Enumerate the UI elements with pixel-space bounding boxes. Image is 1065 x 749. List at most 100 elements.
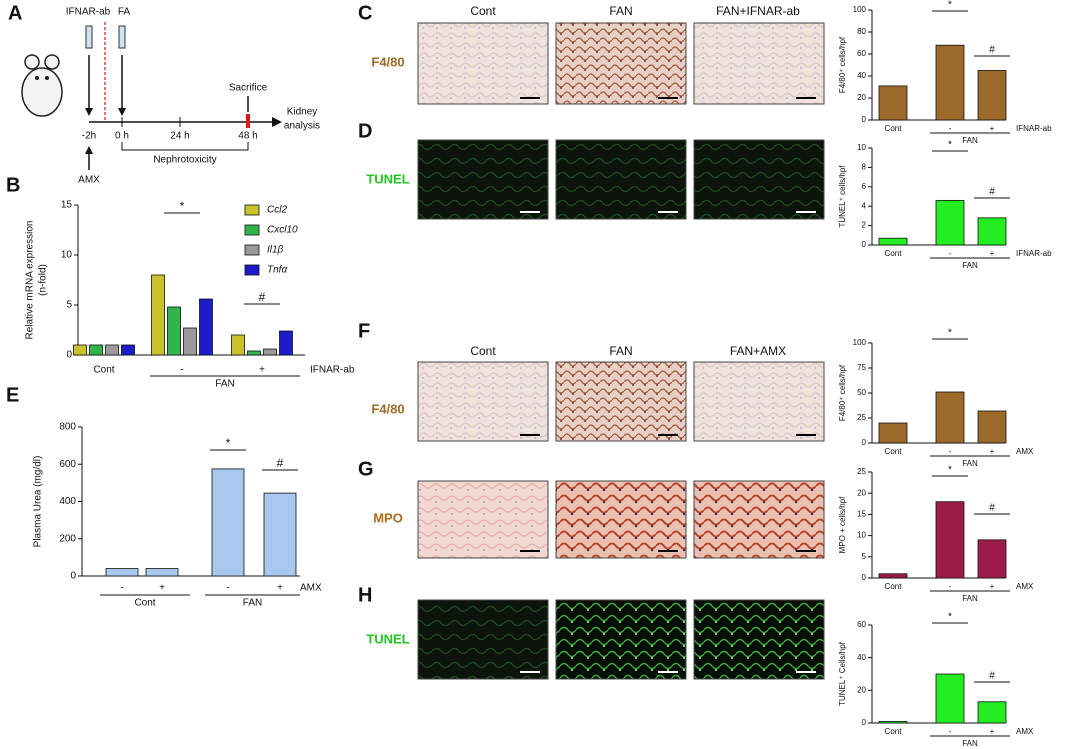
bracket xyxy=(121,142,249,151)
x-tick-label: Cont xyxy=(93,365,114,376)
y-tick-label: 200 xyxy=(59,533,76,544)
y-tick-label: 5 xyxy=(66,300,72,311)
y-axis-label: F4/80⁺ cells/hpf xyxy=(838,36,847,93)
stain-label: MPO xyxy=(373,510,403,525)
bar xyxy=(211,468,245,577)
panel-label: C xyxy=(358,2,372,24)
bar xyxy=(89,344,103,356)
arrow-head xyxy=(85,108,93,116)
timeline-diagram: IFNAR-ab FA Sacrifice Kidney analysis -2… xyxy=(21,7,320,186)
sacrifice-marker xyxy=(246,114,250,128)
x-tick-label: + xyxy=(990,582,995,591)
y-tick-label: 25 xyxy=(857,413,866,422)
diagram-label: AMX xyxy=(78,175,100,186)
y-axis-label: Relative mRNA expression xyxy=(25,221,36,340)
y-tick-label: 6 xyxy=(862,182,867,191)
x-tick-label: - xyxy=(949,249,952,258)
micrograph xyxy=(693,139,825,220)
diagram-label: IFNAR-ab xyxy=(66,7,111,18)
x-tick-label: - xyxy=(120,583,123,594)
group-label: FAN xyxy=(962,459,978,468)
group-label: FAN xyxy=(215,379,234,390)
y-tick-label: 100 xyxy=(853,5,867,14)
bar xyxy=(935,391,965,444)
group-label: Cont xyxy=(134,598,155,609)
bar xyxy=(151,274,165,356)
micrograph-grid: Cont FAN FAN+AMX F4/80 MPO TUNEL xyxy=(366,344,825,680)
diagram-label: Sacrifice xyxy=(229,83,268,94)
panel-label: G xyxy=(358,458,374,480)
micrograph xyxy=(417,361,549,442)
annotation: * xyxy=(948,140,952,151)
diagram-label: Nephrotoxicity xyxy=(153,155,216,166)
bar xyxy=(977,539,1007,579)
panel-label: F xyxy=(358,320,370,342)
x-tick-label: Cont xyxy=(885,447,903,456)
y-tick-label: 15 xyxy=(61,200,73,211)
group-label: FAN xyxy=(962,739,978,748)
bar xyxy=(977,701,1007,724)
bar xyxy=(263,348,277,356)
mouse-ear xyxy=(24,54,40,70)
row-label: AMX xyxy=(300,583,322,594)
diagram-label: analysis xyxy=(284,121,320,132)
group-label: FAN xyxy=(962,261,978,270)
bar xyxy=(145,568,179,577)
bar xyxy=(105,344,119,356)
bar xyxy=(121,344,135,356)
column-header: FAN xyxy=(609,344,632,358)
bar xyxy=(977,217,1007,246)
x-tick-label: + xyxy=(990,249,995,258)
syringe xyxy=(118,25,126,49)
x-tick-label: Cont xyxy=(885,249,903,258)
row-label: AMX xyxy=(1016,447,1034,456)
legend-label: Cxcl10 xyxy=(267,225,298,236)
y-tick-label: 80 xyxy=(857,27,866,36)
x-tick-label: + xyxy=(990,447,995,456)
y-tick-label: 60 xyxy=(857,620,866,629)
bar xyxy=(878,422,908,444)
micrograph xyxy=(555,139,687,220)
x-tick-label: + xyxy=(277,583,283,594)
y-tick-label: 0 xyxy=(70,571,76,582)
micrograph xyxy=(555,599,687,680)
y-tick-label: 75 xyxy=(857,363,866,372)
x-tick-label: + xyxy=(159,583,165,594)
y-tick-label: 50 xyxy=(857,388,866,397)
column-header: FAN xyxy=(609,4,632,18)
group-label: FAN xyxy=(962,136,978,145)
x-tick-label: - xyxy=(226,583,229,594)
column-header: FAN+AMX xyxy=(730,344,786,358)
y-tick-label: 10 xyxy=(857,531,866,540)
y-axis-label: F4/80⁺ cells/hpf xyxy=(838,364,847,421)
legend-swatch xyxy=(244,244,260,256)
micrograph xyxy=(693,480,825,559)
row-label: AMX xyxy=(1016,727,1034,736)
y-tick-label: 20 xyxy=(857,685,866,694)
y-tick-label: 0 xyxy=(862,573,867,582)
annotation: # xyxy=(989,503,995,514)
time-label: -2h xyxy=(82,131,96,142)
y-tick-label: 0 xyxy=(862,718,867,727)
legend-label: Tnfα xyxy=(267,265,287,276)
y-tick-label: 40 xyxy=(857,653,866,662)
micrograph xyxy=(417,22,549,105)
y-tick-label: 10 xyxy=(857,143,866,152)
group-label: FAN xyxy=(962,594,978,603)
y-tick-label: 8 xyxy=(862,163,867,172)
bar xyxy=(167,306,181,356)
scale-bar xyxy=(520,434,816,552)
stain-label: TUNEL xyxy=(366,171,409,186)
legend-swatch xyxy=(244,224,260,236)
bar xyxy=(199,298,213,356)
diagram-label: Kidney xyxy=(287,107,318,118)
legend-swatch xyxy=(244,204,260,216)
y-tick-label: 60 xyxy=(857,49,866,58)
micrograph xyxy=(555,361,687,442)
charts: 0 5 10 15 Relative mRNA expression (n-fold) Co… xyxy=(25,0,1052,748)
micrograph xyxy=(417,139,549,220)
x-tick-label: - xyxy=(949,124,952,133)
bar xyxy=(105,568,139,577)
legend-swatch xyxy=(244,264,260,276)
legend-label: Il1β xyxy=(267,245,284,256)
